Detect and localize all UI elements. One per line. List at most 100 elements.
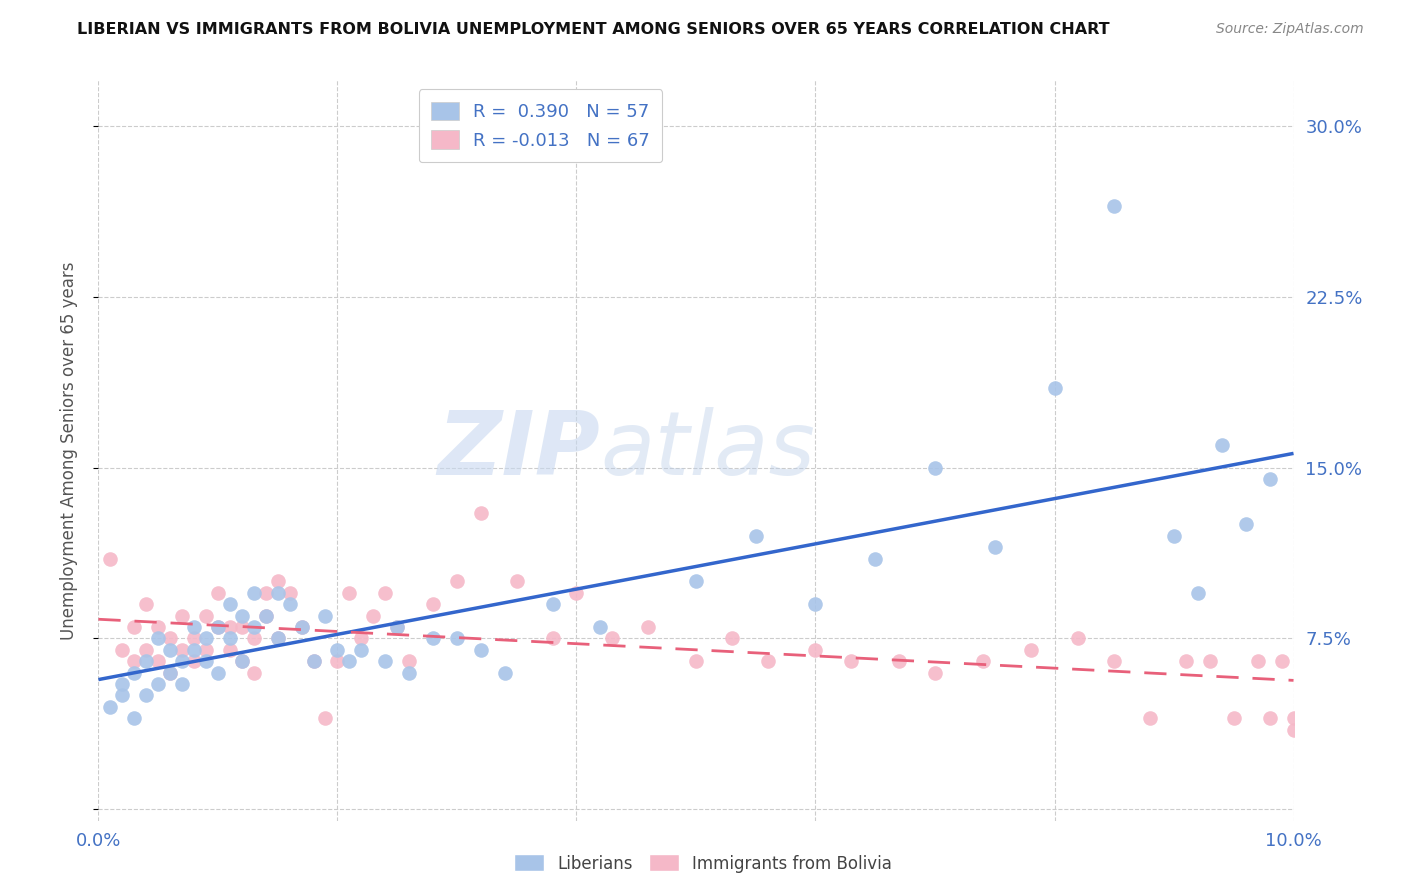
Point bbox=[159, 632, 181, 646]
Point bbox=[1223, 711, 1246, 725]
Point bbox=[231, 620, 253, 634]
Point bbox=[924, 665, 946, 680]
Point bbox=[148, 632, 170, 646]
Point bbox=[721, 632, 744, 646]
Point bbox=[339, 586, 361, 600]
Point bbox=[1234, 517, 1257, 532]
Point bbox=[1187, 586, 1209, 600]
Point bbox=[278, 597, 301, 611]
Point bbox=[231, 608, 253, 623]
Point bbox=[135, 689, 157, 703]
Point bbox=[172, 677, 194, 691]
Point bbox=[972, 654, 994, 668]
Point bbox=[124, 711, 146, 725]
Point bbox=[984, 541, 1007, 555]
Text: ZIP: ZIP bbox=[437, 407, 600, 494]
Point bbox=[1104, 198, 1126, 212]
Point bbox=[207, 665, 229, 680]
Point bbox=[350, 632, 373, 646]
Point bbox=[398, 665, 420, 680]
Point bbox=[207, 620, 229, 634]
Point bbox=[195, 608, 218, 623]
Text: atlas: atlas bbox=[600, 408, 815, 493]
Point bbox=[1282, 723, 1305, 737]
Point bbox=[374, 654, 396, 668]
Point bbox=[291, 620, 314, 634]
Point bbox=[745, 529, 768, 543]
Legend: Liberians, Immigrants from Bolivia: Liberians, Immigrants from Bolivia bbox=[508, 847, 898, 880]
Point bbox=[219, 642, 242, 657]
Point bbox=[291, 620, 314, 634]
Point bbox=[278, 586, 301, 600]
Point bbox=[315, 608, 337, 623]
Point bbox=[159, 665, 181, 680]
Point bbox=[231, 654, 253, 668]
Point bbox=[1139, 711, 1161, 725]
Point bbox=[124, 620, 146, 634]
Point bbox=[422, 632, 444, 646]
Point bbox=[183, 654, 205, 668]
Point bbox=[124, 665, 146, 680]
Point bbox=[1175, 654, 1198, 668]
Point bbox=[98, 551, 122, 566]
Point bbox=[506, 574, 529, 589]
Point bbox=[243, 632, 266, 646]
Point bbox=[315, 711, 337, 725]
Point bbox=[98, 699, 122, 714]
Point bbox=[135, 654, 157, 668]
Point bbox=[804, 597, 827, 611]
Point bbox=[804, 642, 827, 657]
Point bbox=[207, 620, 229, 634]
Point bbox=[541, 597, 564, 611]
Point bbox=[159, 665, 181, 680]
Point bbox=[756, 654, 779, 668]
Point bbox=[1211, 438, 1233, 452]
Point bbox=[685, 654, 707, 668]
Point bbox=[589, 620, 612, 634]
Point bbox=[267, 632, 290, 646]
Point bbox=[207, 586, 229, 600]
Point bbox=[1282, 711, 1305, 725]
Text: Source: ZipAtlas.com: Source: ZipAtlas.com bbox=[1216, 22, 1364, 37]
Point bbox=[135, 642, 157, 657]
Point bbox=[385, 620, 409, 634]
Point bbox=[148, 620, 170, 634]
Point bbox=[541, 632, 564, 646]
Point bbox=[195, 642, 218, 657]
Point bbox=[148, 654, 170, 668]
Point bbox=[148, 677, 170, 691]
Point bbox=[111, 689, 134, 703]
Point bbox=[865, 551, 887, 566]
Point bbox=[398, 654, 420, 668]
Y-axis label: Unemployment Among Seniors over 65 years: Unemployment Among Seniors over 65 years bbox=[59, 261, 77, 640]
Point bbox=[195, 632, 218, 646]
Point bbox=[267, 632, 290, 646]
Point bbox=[1019, 642, 1042, 657]
Point bbox=[326, 654, 349, 668]
Point bbox=[1043, 381, 1066, 395]
Point bbox=[183, 632, 205, 646]
Point bbox=[172, 642, 194, 657]
Point bbox=[363, 608, 385, 623]
Point bbox=[267, 586, 290, 600]
Point bbox=[1258, 472, 1281, 486]
Point bbox=[219, 632, 242, 646]
Point bbox=[326, 642, 349, 657]
Point bbox=[243, 586, 266, 600]
Point bbox=[1199, 654, 1222, 668]
Point bbox=[231, 654, 253, 668]
Point bbox=[637, 620, 659, 634]
Point bbox=[1067, 632, 1090, 646]
Point bbox=[254, 608, 277, 623]
Point bbox=[111, 677, 134, 691]
Point bbox=[339, 654, 361, 668]
Point bbox=[195, 654, 218, 668]
Point bbox=[470, 642, 492, 657]
Point bbox=[385, 620, 409, 634]
Point bbox=[494, 665, 516, 680]
Point bbox=[302, 654, 325, 668]
Point bbox=[135, 597, 157, 611]
Point bbox=[159, 642, 181, 657]
Point bbox=[685, 574, 707, 589]
Point bbox=[183, 642, 205, 657]
